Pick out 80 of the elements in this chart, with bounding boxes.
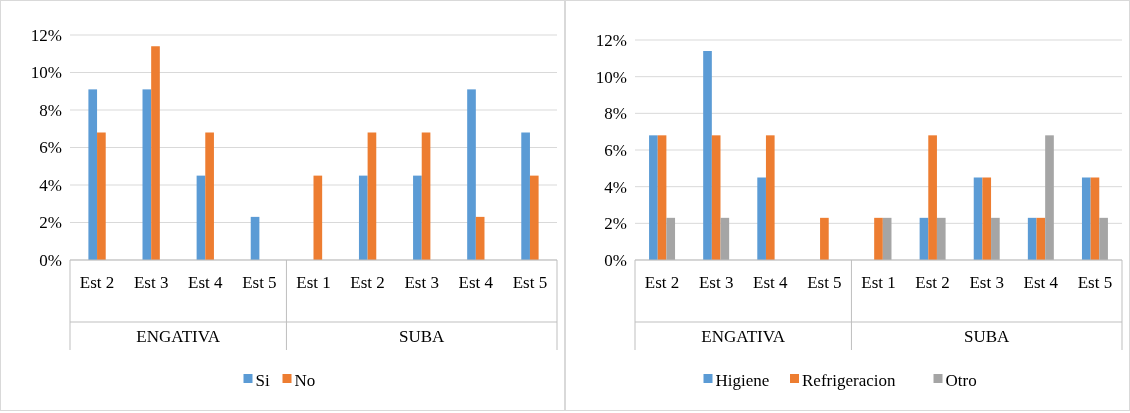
bar [649, 135, 658, 260]
y-tick-label: 10% [30, 63, 62, 83]
y-tick-label: 6% [39, 138, 62, 158]
bar [711, 135, 721, 260]
bar [982, 177, 992, 260]
bar [88, 89, 98, 260]
y-tick-label: 12% [30, 25, 62, 45]
y-tick-label: 12% [595, 30, 627, 50]
bar [882, 217, 892, 260]
bar [413, 175, 422, 260]
x-tick-label: Est 4 [1023, 273, 1059, 292]
text: SUBA [964, 327, 1011, 346]
bar [874, 217, 883, 260]
x-tick-label: Est 2 [915, 273, 950, 292]
bar [1081, 177, 1091, 260]
bar [703, 51, 712, 260]
bar [1045, 135, 1054, 260]
x-tick-label: Est 5 [1077, 273, 1113, 292]
bar [936, 217, 946, 260]
x-tick-label: Est 5 [512, 273, 548, 292]
x-tick-label: Est 1 [296, 273, 331, 292]
bar [250, 216, 260, 260]
y-tick-label: 6% [604, 140, 627, 160]
bar [720, 217, 730, 260]
x-tick-label: Est 3 [698, 273, 734, 292]
bar [521, 132, 530, 260]
bar [151, 46, 160, 260]
y-tick-label: 4% [604, 177, 627, 197]
bar [928, 135, 937, 260]
bar [367, 132, 377, 260]
x-tick-label: Est 4 [188, 273, 224, 292]
bar [757, 177, 766, 260]
y-tick-label: 2% [604, 214, 627, 234]
bar [358, 175, 368, 260]
bar [991, 217, 1000, 260]
bar [205, 132, 214, 260]
x-tick-label: Est 5 [807, 273, 842, 292]
text: ENGATIVA [701, 327, 786, 346]
y-tick-label: 0% [39, 250, 62, 270]
bar [973, 177, 983, 260]
bar [765, 135, 775, 260]
bar [666, 217, 676, 260]
x-tick-label: Est 2 [644, 273, 680, 292]
bar [142, 89, 152, 260]
x-tick-label: Est 3 [404, 273, 439, 292]
x-tick-label: Est 2 [79, 273, 115, 292]
bar [421, 132, 431, 260]
x-tick-label: Est 3 [969, 273, 1004, 292]
bar [313, 175, 323, 260]
x-tick-label: Est 4 [753, 273, 789, 292]
text: ENGATIVA [136, 327, 221, 346]
bar [529, 175, 539, 260]
bar [820, 217, 829, 260]
x-tick-label: Est 2 [350, 273, 385, 292]
bar [467, 89, 476, 260]
bar [1090, 177, 1100, 260]
y-tick-label: 2% [39, 213, 62, 233]
bar [1027, 217, 1037, 260]
y-tick-label: 8% [39, 100, 62, 120]
y-tick-label: 0% [604, 250, 627, 270]
x-tick-label: Est 5 [242, 273, 277, 292]
legend-label: No [294, 370, 316, 390]
y-tick-label: 8% [604, 104, 627, 124]
y-tick-label: 4% [39, 175, 62, 195]
bar [657, 135, 667, 260]
x-tick-label: Est 1 [861, 273, 896, 292]
legend-label: Si [255, 370, 270, 390]
x-tick-label: Est 3 [133, 273, 169, 292]
bar [475, 216, 485, 260]
legend-label: Refrigeracion [802, 370, 896, 390]
bar [919, 217, 929, 260]
y-tick-label: 10% [595, 67, 627, 87]
bar [196, 175, 206, 260]
bar [1099, 217, 1108, 260]
bar [1036, 217, 1046, 260]
text: SUBA [399, 327, 446, 346]
bar [97, 132, 106, 260]
legend-label: Otro [945, 370, 977, 390]
x-tick-label: Est 4 [458, 273, 494, 292]
legend-label: Higiene [715, 370, 770, 390]
